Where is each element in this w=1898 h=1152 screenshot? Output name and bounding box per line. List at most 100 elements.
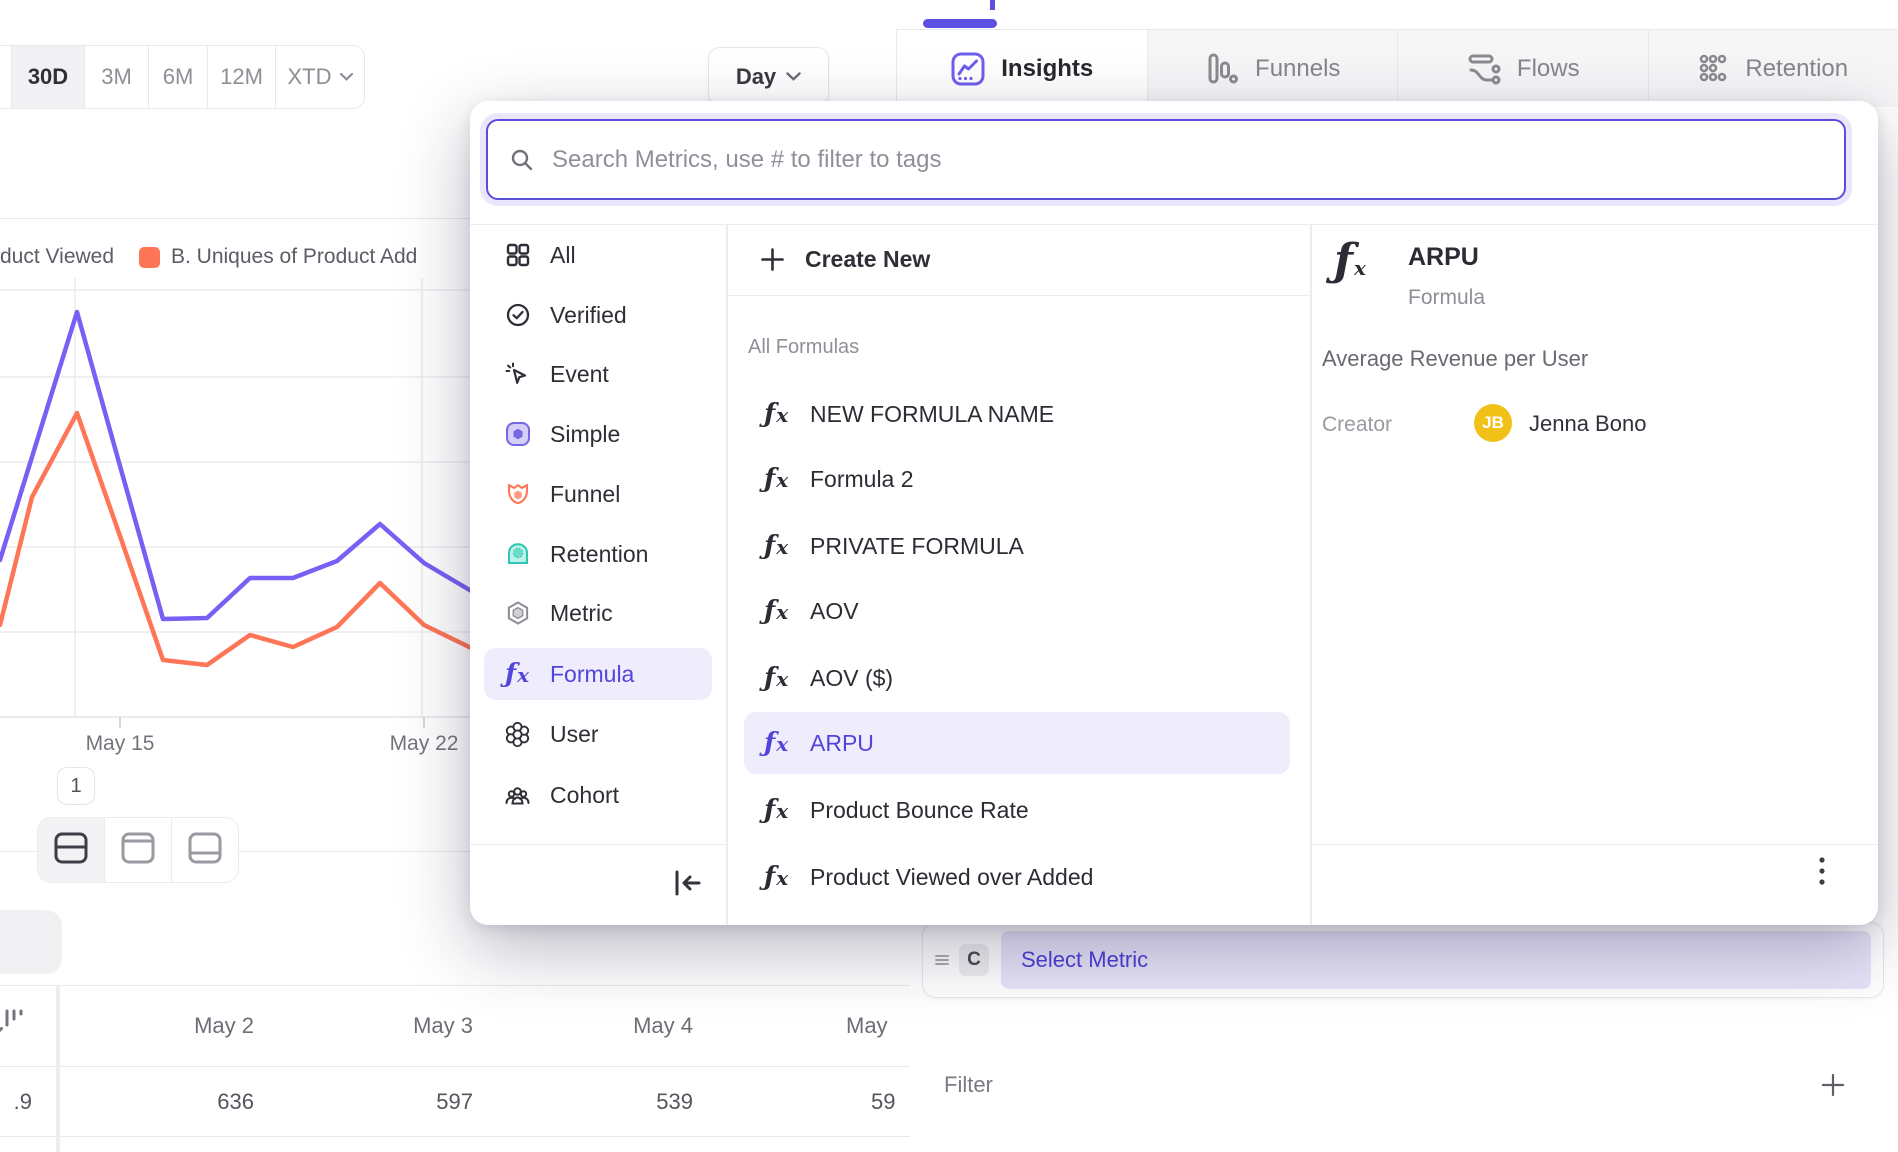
avatar: JB [1474, 404, 1512, 442]
kebab-menu-icon [1819, 857, 1825, 885]
more-options-button[interactable] [1805, 853, 1839, 889]
create-new-button[interactable]: Create New [760, 242, 930, 276]
sidebar-item-label: Cohort [550, 781, 620, 808]
formula-item-label: Formula 2 [810, 465, 914, 492]
formula-item-label: Product Bounce Rate [810, 796, 1029, 823]
range-option-6m[interactable]: 6M [148, 46, 207, 108]
tab-flows[interactable]: Flows [1397, 30, 1648, 107]
formula-item-label: ARPU [810, 729, 874, 756]
sidebar-item-label: Funnel [550, 480, 621, 507]
event-icon [504, 361, 531, 388]
sidebar-item-label: Retention [550, 540, 649, 567]
tab-label: Insights [1001, 54, 1094, 82]
formula-icon: ƒx [504, 659, 531, 689]
tab-funnels[interactable]: Funnels [1146, 30, 1398, 107]
formula-icon: ƒx [764, 862, 790, 892]
report-tabbar: Insights Funnels Flows Retention [896, 29, 1898, 107]
retention-shape-icon [504, 541, 531, 568]
formula-icon: ƒx [764, 795, 790, 825]
sidebar-item-formula[interactable]: ƒx Formula [484, 648, 712, 700]
formula-icon: ƒx [764, 531, 790, 561]
layout-top-bar-button[interactable] [104, 818, 171, 882]
create-new-divider [728, 295, 1310, 296]
table-corner-tab[interactable] [0, 910, 62, 974]
svg-text:May 15: May 15 [86, 732, 155, 755]
formula-item-aov[interactable]: ƒx AOV [744, 580, 1290, 642]
range-option-3m[interactable]: 3M [84, 46, 148, 108]
tab-label: Retention [1745, 54, 1849, 82]
metric-picker-modal: All Verified Event Simple Funnel Retention Met… [470, 101, 1878, 925]
formula-item-label: Product Viewed over Added [810, 863, 1094, 890]
sidebar-item-label: Event [550, 360, 609, 387]
range-label: 12M [220, 64, 263, 89]
formula-item-arpu[interactable]: ƒx ARPU [744, 712, 1290, 774]
granularity-dropdown[interactable]: Day [708, 47, 829, 106]
formula-item-formula-2[interactable]: ƒx Formula 2 [744, 448, 1290, 510]
select-metric-button[interactable]: Select Metric [1001, 931, 1871, 989]
cohort-icon [504, 782, 531, 809]
range-option-30d[interactable]: 30D [11, 46, 84, 108]
chart-card-bottom-border [0, 851, 910, 852]
layout-bottom-bar-button[interactable] [171, 818, 238, 882]
sidebar-item-all[interactable]: All [484, 229, 712, 281]
table-column-divider [56, 985, 60, 1152]
sidebar-item-user[interactable]: User [484, 708, 712, 760]
table-top-border [0, 985, 910, 986]
legend-item-a[interactable]: duct Viewed [0, 245, 115, 268]
range-option-12m[interactable]: 12M [207, 46, 275, 108]
formula-item-product-viewed-over-added[interactable]: ƒx Product Viewed over Added [744, 846, 1290, 908]
collapse-sidebar-button[interactable] [670, 865, 706, 901]
table-header-clipped: May [846, 1013, 888, 1038]
modal-column-divider-1 [726, 224, 728, 925]
range-option-xtd[interactable]: XTD [275, 46, 364, 108]
range-label: 6M [162, 64, 194, 89]
table-cell: 636 [217, 1089, 254, 1114]
layout-split-middle-button[interactable] [38, 818, 104, 882]
sidebar-item-label: User [550, 720, 599, 747]
formula-item-product-bounce-rate[interactable]: ƒx Product Bounce Rate [744, 779, 1290, 841]
detail-creator-label: Creator [1322, 413, 1393, 436]
range-option-clipped[interactable] [0, 46, 11, 108]
sidebar-item-label: Metric [550, 599, 613, 626]
formula-item-new-formula-name[interactable]: ƒx NEW FORMULA NAME [744, 383, 1290, 445]
modal-column-divider-2 [1310, 224, 1312, 925]
tab-label: Flows [1516, 54, 1580, 82]
formula-icon: ƒx [764, 399, 790, 429]
table-cell: 539 [656, 1089, 693, 1114]
filter-section-label: Filter [944, 1072, 993, 1097]
table-cell: 597 [436, 1089, 473, 1114]
sidebar-item-metric[interactable]: Metric [484, 587, 712, 639]
tab-retention[interactable]: Retention [1647, 30, 1898, 107]
detail-description: Average Revenue per User [1322, 346, 1589, 371]
sidebar-item-verified[interactable]: Verified [484, 289, 712, 341]
formula-icon: ƒx [764, 596, 790, 626]
active-nav-indicator-stem [990, 0, 995, 10]
flows-icon [1466, 51, 1502, 87]
metric-row-letter: C [959, 944, 989, 976]
table-header-divider [0, 1066, 910, 1067]
metric-search [486, 119, 1846, 200]
create-new-label: Create New [805, 245, 931, 272]
drag-handle-icon[interactable] [935, 953, 949, 967]
tab-insights[interactable]: Insights [897, 30, 1147, 107]
formula-item-private-formula[interactable]: ƒx PRIVATE FORMULA [744, 515, 1290, 577]
search-input[interactable] [550, 144, 1844, 175]
funnel-shape-icon [504, 481, 531, 508]
sidebar-item-event[interactable]: Event [484, 348, 712, 400]
sidebar-item-funnel[interactable]: Funnel [484, 468, 712, 520]
detail-creator-name: Jenna Bono [1529, 411, 1647, 436]
add-filter-button[interactable] [1820, 1072, 1846, 1103]
sidebar-item-retention[interactable]: Retention [484, 528, 712, 580]
formula-item-label: AOV [810, 597, 859, 624]
pagination-button[interactable]: 1 [57, 767, 95, 805]
legend-item-b[interactable]: B. Uniques of Product Add [171, 245, 418, 268]
formula-list-heading: All Formulas [748, 336, 860, 358]
chevron-down-icon [339, 73, 353, 81]
formula-item-aov-[interactable]: ƒx AOV ($) [744, 647, 1290, 709]
sidebar-item-simple[interactable]: Simple [484, 408, 712, 460]
range-label: 3M [101, 64, 132, 89]
sidebar-item-cohort[interactable]: Cohort [484, 769, 712, 821]
plus-icon [761, 247, 784, 271]
sort-descending-icon[interactable] [0, 1008, 25, 1043]
